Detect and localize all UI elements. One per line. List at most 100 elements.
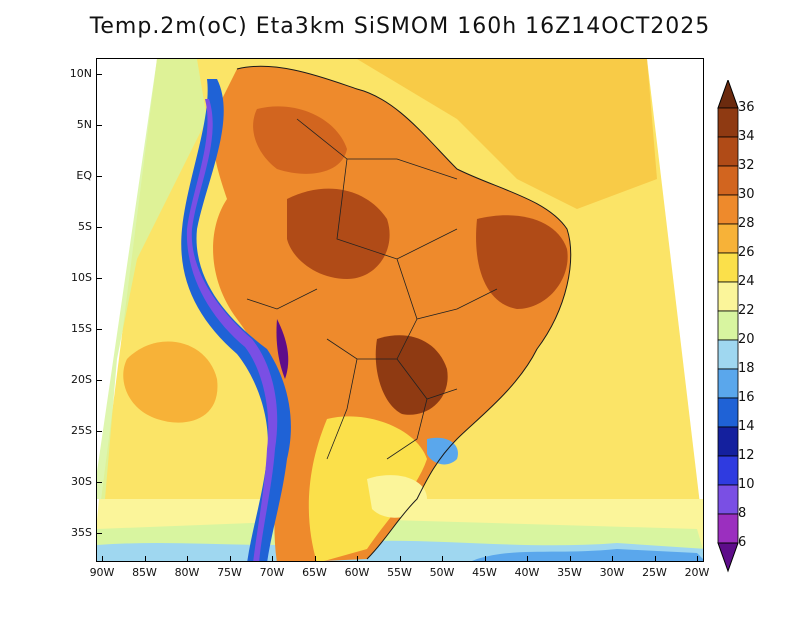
lat-tick [96, 74, 102, 75]
continent-land [212, 66, 571, 561]
lon-label: 90W [89, 566, 115, 579]
colorbar-swatch [717, 310, 739, 341]
lat-label: 35S [71, 526, 92, 539]
map-panel [96, 58, 704, 562]
colorbar-top-arrow [717, 80, 739, 109]
colorbar-label: 10 [738, 477, 755, 492]
colorbar [717, 80, 739, 573]
north-hot-zone [253, 106, 347, 174]
lat-label: 10N [69, 67, 92, 80]
lon-tick [229, 556, 231, 562]
pacific-cool-strip [97, 59, 207, 499]
lon-label: 65W [302, 566, 327, 579]
southern-brazil-cold [427, 437, 458, 465]
central-hot-zone [375, 335, 448, 415]
lat-label: 30S [71, 475, 92, 488]
lon-label: 25W [642, 566, 667, 579]
colorbar-label: 12 [738, 448, 755, 463]
lon-label: 85W [132, 566, 157, 579]
temperature-map [97, 59, 703, 561]
lon-tick [484, 556, 486, 562]
pacific-warm-patch [123, 341, 218, 423]
lon-tick [442, 556, 443, 562]
lon-label: 30W [599, 566, 625, 579]
lat-label: 15S [71, 322, 92, 335]
lat-label: EQ [76, 169, 92, 182]
colorbar-swatch [717, 194, 739, 225]
colorbar-swatch [717, 455, 739, 486]
uruguay-mild [367, 475, 427, 518]
lon-label: 80W [174, 566, 200, 579]
colorbar-label: 36 [738, 100, 755, 115]
lon-tick [527, 556, 528, 562]
colorbar-label: 26 [738, 245, 755, 260]
lon-label: 50W [429, 566, 455, 579]
map-title: Temp.2m(oC) Eta3km SiSMOM 160h 16Z14OCT2… [89, 14, 711, 39]
lon-tick [654, 556, 656, 562]
andes-core [186, 99, 278, 561]
lat-tick [96, 533, 102, 534]
lat-tick [96, 176, 102, 177]
colorbar-label: 14 [738, 419, 755, 434]
colorbar-label: 32 [738, 158, 755, 173]
lon-label: 40W [514, 566, 540, 579]
coastline [236, 65, 572, 560]
colorbar-swatch [717, 513, 739, 544]
lon-tick [144, 556, 146, 562]
colorbar-label: 22 [738, 303, 755, 318]
colorbar-label: 28 [738, 216, 755, 231]
colorbar-swatch [717, 484, 739, 515]
colorbar-swatch [717, 397, 739, 428]
colorbar-label: 34 [738, 129, 755, 144]
lat-label: 25S [71, 424, 92, 437]
lat-tick [96, 227, 102, 228]
colorbar-swatch [717, 426, 739, 457]
country-borders [246, 118, 498, 460]
colorbar-swatch [717, 107, 739, 138]
lon-label: 70W [259, 566, 285, 579]
lon-tick [357, 556, 358, 562]
lat-tick [96, 380, 102, 381]
atlantic-warm-band [357, 59, 657, 209]
lon-tick [102, 556, 103, 562]
lat-label: 10S [71, 271, 92, 284]
colorbar-swatch [717, 368, 739, 399]
colorbar-swatch [717, 281, 739, 312]
andes-coldest [276, 319, 289, 379]
lon-label: 20W [684, 566, 710, 579]
colorbar-swatch [717, 136, 739, 167]
lon-tick [272, 556, 273, 562]
colorbar-label: 18 [738, 361, 755, 376]
amazon-hot-zone [287, 188, 390, 279]
colorbar-swatch [717, 252, 739, 283]
lat-tick [96, 125, 102, 126]
southern-cone-cool [308, 416, 427, 561]
colorbar-bottom-arrow [717, 542, 739, 573]
lat-tick [96, 329, 102, 330]
lon-tick [187, 556, 188, 562]
colorbar-swatch [717, 339, 739, 370]
lat-label: 5N [76, 118, 92, 131]
colorbar-label: 8 [738, 506, 747, 521]
lat-tick [96, 431, 102, 432]
lon-label: 45W [472, 566, 497, 579]
colorbar-label: 6 [738, 535, 747, 550]
lon-tick [314, 556, 316, 562]
lat-tick [96, 482, 102, 483]
lon-tick [569, 556, 571, 562]
colorbar-label: 16 [738, 390, 755, 405]
colorbar-swatch [717, 165, 739, 196]
colorbar-label: 24 [738, 274, 755, 289]
lat-tick [96, 278, 102, 279]
lat-label: 20S [71, 373, 92, 386]
lon-label: 35W [557, 566, 582, 579]
northeast-hot-zone [476, 215, 568, 309]
lon-tick [399, 556, 401, 562]
lon-label: 55W [387, 566, 412, 579]
colorbar-label: 30 [738, 187, 755, 202]
southern-ocean-deep [472, 549, 703, 561]
lon-tick [612, 556, 613, 562]
lon-label: 60W [344, 566, 370, 579]
lon-label: 75W [217, 566, 242, 579]
colorbar-label: 20 [738, 332, 755, 347]
